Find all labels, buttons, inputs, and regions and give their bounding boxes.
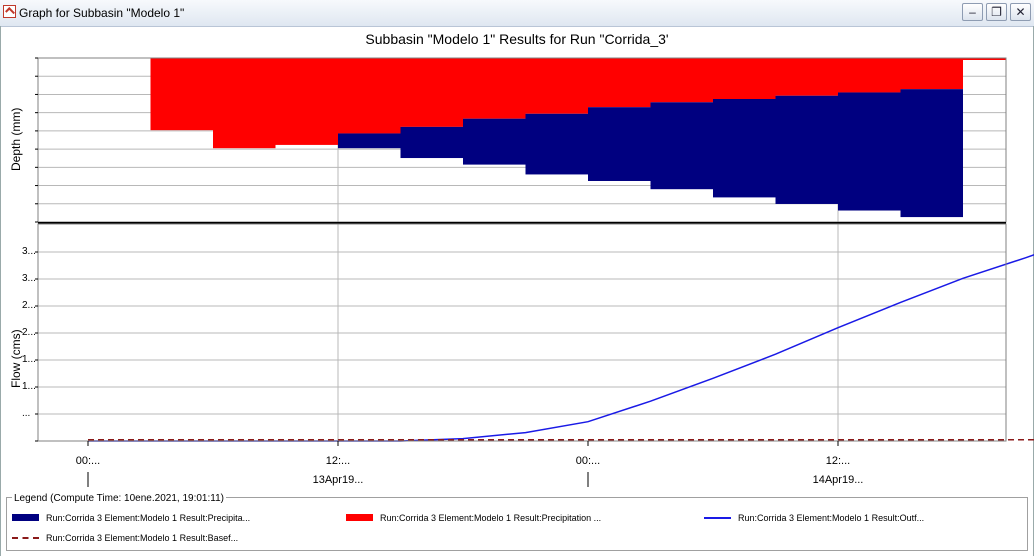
excess-bar — [838, 92, 901, 211]
depth-plot-frame — [37, 57, 1007, 223]
precipitation-bars — [150, 58, 1006, 149]
excess-bar — [588, 107, 651, 181]
app-icon — [3, 5, 16, 18]
legend-swatch-precip-navy — [12, 514, 39, 521]
legend-item: Run:Corrida 3 Element:Modelo 1 Result:Ba… — [46, 533, 239, 543]
x-time-tick: 00:... — [575, 455, 601, 467]
flow-plot-frame — [37, 223, 1007, 442]
flow-tick: 3... — [22, 246, 36, 257]
precipitation-bar — [775, 58, 838, 96]
x-time-tick: 12:... — [325, 455, 351, 467]
flow-tick: 2... — [22, 300, 36, 311]
flow-tick: 1... — [22, 354, 36, 365]
excess-bar — [463, 118, 526, 165]
plot-frames — [35, 57, 1007, 487]
legend-box — [6, 497, 1028, 551]
precipitation-bar — [588, 58, 651, 108]
precipitation-bar — [150, 58, 213, 131]
flow-tick: ... — [22, 408, 31, 419]
precipitation-bar — [463, 58, 526, 119]
flow-lines — [88, 254, 1034, 442]
x-time-tick: 00:... — [75, 455, 101, 467]
x-time-tick: 12:... — [825, 455, 851, 467]
excess-bar — [400, 126, 463, 159]
precipitation-bar — [713, 58, 776, 99]
depth-gridlines — [38, 58, 1006, 222]
precipitation-bar — [213, 58, 276, 149]
excess-bar — [650, 102, 713, 190]
excess-bar — [713, 99, 776, 198]
flow-tick: 1... — [22, 381, 36, 392]
excess-bar — [338, 133, 401, 149]
window-titlebar: Graph for Subbasin "Modelo 1" – ❐ ✕ — [0, 0, 1034, 27]
minimize-button[interactable]: – — [962, 3, 983, 21]
precipitation-bar — [838, 58, 901, 93]
precipitation-bar — [900, 58, 963, 90]
excess-bar — [525, 113, 588, 175]
precipitation-bar — [650, 58, 713, 103]
restore-button[interactable]: ❐ — [986, 3, 1007, 21]
legend-item: Run:Corrida 3 Element:Modelo 1 Result:Pr… — [380, 513, 602, 523]
precipitation-bar — [400, 58, 463, 127]
window-frame — [0, 26, 1034, 556]
excess-bar — [900, 89, 963, 218]
x-date-tick: 14Apr19... — [812, 474, 864, 486]
flow-gridlines — [38, 224, 1006, 441]
depth-axis-label: Depth (mm) — [9, 107, 23, 171]
flow-tick: 2... — [22, 327, 36, 338]
legend-swatch-baseflow — [12, 537, 39, 539]
close-button[interactable]: ✕ — [1010, 3, 1031, 21]
excess-precipitation-bars — [338, 89, 963, 218]
flow-tick: 3... — [22, 273, 36, 284]
excess-bar — [775, 95, 838, 204]
precipitation-bar — [525, 58, 588, 114]
chart-title: Subbasin "Modelo 1" Results for Run "Cor… — [365, 31, 669, 47]
legend-title: Legend (Compute Time: 10ene.2021, 19:01:… — [12, 493, 226, 504]
legend-swatch-outflow — [704, 517, 731, 519]
x-date-tick: 13Apr19... — [312, 474, 364, 486]
legend-item: Run:Corrida 3 Element:Modelo 1 Result:Ou… — [738, 513, 925, 523]
legend-item: Run:Corrida 3 Element:Modelo 1 Result:Pr… — [46, 513, 251, 523]
precipitation-bar — [338, 58, 401, 134]
legend-swatch-precip-red — [346, 514, 373, 521]
precipitation-bar — [275, 58, 338, 145]
window-title: Graph for Subbasin "Modelo 1" — [19, 6, 185, 20]
outflow-line — [88, 254, 1034, 442]
flow-axis-label: Flow (cms) — [9, 329, 23, 388]
